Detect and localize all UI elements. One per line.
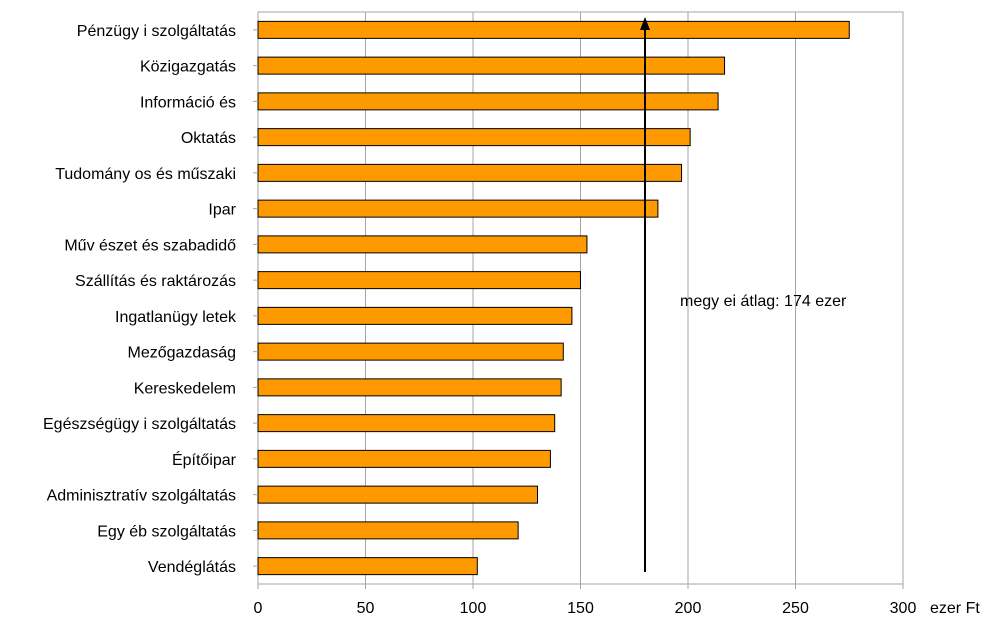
category-label: Ingatlanügy letek [115,309,237,326]
x-axis-ticks: 0 50 100 150 200 250 300 [254,584,917,617]
bar [257,414,556,433]
category-label: Pénzügy i szolgáltatás [77,23,236,40]
bars [257,20,850,576]
average-reference: megy ei átlag: 174 ezer [640,17,847,572]
x-tick-label: 50 [357,600,375,617]
x-tick-label: 150 [567,600,594,617]
bar [257,485,538,504]
category-label: Kereskedelem [134,380,236,397]
bar [257,378,562,397]
category-label: Mezőgazdaság [127,345,236,362]
x-tick-label: 0 [254,600,263,617]
category-label: Ipar [208,202,236,219]
category-label: Műv észet és szabadidő [64,237,236,254]
bar [257,199,659,218]
bar [257,449,551,468]
category-label: Oktatás [181,130,236,147]
x-tick-label: 200 [675,600,702,617]
category-label: Szállítás és raktározás [75,273,236,290]
bar [257,163,683,182]
average-arrowhead [640,17,650,30]
category-label: Egészségügy i szolgáltatás [43,416,236,433]
x-axis-unit: ezer Ft [930,600,980,617]
category-label: Adminisztratív szolgáltatás [47,488,236,505]
category-label: Tudomány os és műszaki [55,166,236,183]
x-tick-label: 100 [460,600,487,617]
bar [257,56,726,75]
bar [257,306,573,325]
category-labels: Pénzügy i szolgáltatás Közigazgatás Inform… [43,23,258,576]
category-label: Vendéglátás [148,559,236,576]
bar [257,557,478,576]
bar [257,271,581,290]
bar [257,128,691,147]
x-tick-label: 300 [890,600,917,617]
category-label: Közigazgatás [140,59,236,76]
category-label: Információ és [140,94,236,111]
bar [257,20,850,39]
bar [257,342,564,361]
category-label: Egy éb szolgáltatás [97,523,236,540]
average-label: megy ei átlag: 174 ezer [680,293,847,310]
x-tick-label: 250 [782,600,809,617]
bar [257,92,719,111]
bar [257,235,588,254]
bar [257,521,519,540]
category-label: Építőipar [172,450,237,469]
